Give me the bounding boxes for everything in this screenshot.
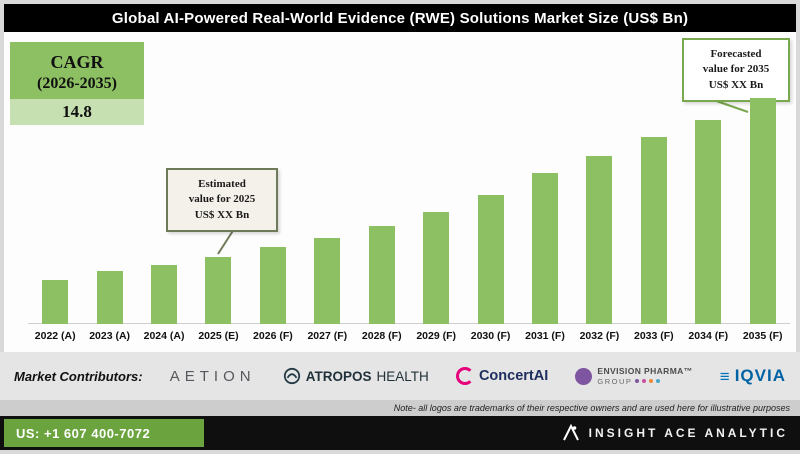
contributors-band: Market Contributors: AETION ATROPOS HEALT… [0, 352, 800, 400]
logo-text: HEALTH [376, 368, 429, 384]
envision-dot-icon [649, 379, 654, 384]
title-bar: Global AI-Powered Real-World Evidence (R… [4, 4, 796, 32]
bar-column: 2031 (F) [518, 98, 572, 346]
x-axis-label: 2022 (A) [34, 330, 76, 342]
bar-column: 2023 (A) [82, 98, 136, 346]
x-axis-label: 2029 (F) [416, 330, 456, 342]
brand-name: INSIGHT ACE ANALYTIC [588, 426, 788, 440]
bar-column: 2025 (E) [191, 98, 245, 346]
bar-column: 2034 (F) [681, 98, 735, 346]
x-axis-label: 2030 (F) [470, 330, 511, 342]
contributors-label: Market Contributors: [14, 368, 143, 384]
logo-text: GROUP [597, 376, 633, 386]
bar-column: 2030 (F) [463, 98, 517, 346]
x-axis-label: 2028 (F) [361, 330, 402, 342]
cagr-value: 14.8 [10, 98, 144, 125]
callout-line: US$ XX Bn [194, 208, 250, 221]
x-axis-label: 2025 (E) [198, 330, 239, 342]
cagr-badge: CAGR (2026-2035) 14.8 [10, 42, 144, 125]
bar-2023(A) [96, 271, 123, 324]
chart-panel: CAGR (2026-2035) 14.8 Estimated value fo… [4, 32, 796, 352]
callout-line: Estimated [198, 178, 246, 190]
logo-concertai: ConcertAI [455, 367, 549, 385]
bar-2034(F) [695, 120, 722, 324]
infographic: Global AI-Powered Real-World Evidence (R… [0, 4, 800, 450]
logo-envision-pharma-group: ENVISION PHARMA™ GROUP [575, 366, 693, 386]
bar-2033(F) [640, 137, 667, 324]
bar-column: 2027 (F) [300, 98, 354, 346]
bar-column: 2032 (F) [572, 98, 626, 346]
callout-line: US$ XX Bn [708, 78, 764, 91]
bar-2030(F) [477, 195, 504, 324]
bar-column: 2035 (F) [735, 98, 789, 346]
x-axis-label: 2023 (A) [89, 330, 131, 342]
envision-dots [635, 379, 661, 384]
x-axis-label: 2033 (F) [634, 330, 674, 342]
insightace-logo-icon [561, 423, 581, 443]
bar-2026(F) [259, 247, 286, 324]
bar-2029(F) [423, 212, 450, 324]
logo-text: ConcertAI [478, 368, 549, 384]
brand: INSIGHT ACE ANALYTIC [561, 416, 788, 450]
logo-text: AETION [169, 367, 256, 385]
logo-atropos-health: ATROPOS HEALTH [283, 367, 429, 385]
x-axis-label: 2027 (F) [307, 330, 348, 342]
x-axis-label: 2034 (F) [688, 330, 729, 342]
logo-text: IQVIA [734, 366, 786, 385]
bar-column: 2029 (F) [409, 98, 463, 346]
atropos-circle-knot-icon [283, 367, 301, 385]
x-axis-label: 2026 (F) [253, 330, 293, 342]
x-axis-label: 2031 (F) [525, 330, 565, 342]
page-title: Global AI-Powered Real-World Evidence (R… [111, 9, 689, 27]
x-axis-label: 2032 (F) [579, 330, 620, 342]
bar-2028(F) [368, 226, 395, 324]
bar-2024(A) [151, 265, 178, 324]
bar-column: 2033 (F) [627, 98, 681, 346]
trademark-note: Note- all logos are trademarks of their … [0, 400, 800, 416]
bar-column: 2022 (A) [28, 98, 82, 346]
callout-line: value for 2035 [702, 63, 770, 76]
x-axis-label: 2024 (A) [143, 330, 185, 342]
envision-dot-icon [656, 379, 661, 384]
cagr-period: (2026-2035) [37, 74, 117, 92]
forecasted-value-callout: Forecasted value for 2035 US$ XX Bn [682, 38, 790, 103]
callout-line: Forecasted [710, 48, 762, 60]
footer-bar: US: +1 607 400-7072 INSIGHT ACE ANALYTIC [0, 416, 800, 450]
bar-2022(A) [42, 280, 69, 324]
iqvia-bars-icon: ≡ [719, 366, 730, 386]
phone-badge: US: +1 607 400-7072 [4, 419, 204, 447]
bar-column: 2026 (F) [246, 98, 300, 346]
x-axis-label: 2035 (F) [742, 330, 783, 342]
bar-2025(E) [205, 257, 232, 324]
logo-text: ENVISION PHARMA™ [597, 366, 693, 377]
x-axis-line [28, 323, 790, 324]
logo-text: ATROPOS [305, 368, 372, 384]
envision-dot-icon [635, 379, 640, 384]
concertai-ring-icon [455, 367, 474, 385]
bar-column: 2028 (F) [355, 98, 409, 346]
logo-aetion: AETION [170, 368, 256, 385]
note-text: Note- all logos are trademarks of their … [393, 403, 790, 413]
envision-dot-icon [642, 379, 647, 384]
bar-2031(F) [532, 173, 558, 324]
cagr-label: CAGR [50, 52, 104, 72]
estimated-value-callout: Estimated value for 2025 US$ XX Bn [166, 168, 278, 233]
bar-2027(F) [314, 238, 341, 324]
envision-circle-icon [575, 367, 593, 385]
bar-chart-columns: 2022 (A) 2023 (A) 2024 (A) 2025 (E) 2026 (F)… [28, 98, 790, 346]
bar-2035(F) [749, 98, 776, 324]
bar-column: 2024 (A) [137, 98, 191, 346]
callout-line: value for 2025 [188, 193, 256, 206]
bar-2032(F) [586, 156, 613, 324]
logo-iqvia: ≡ IQVIA [720, 366, 786, 386]
